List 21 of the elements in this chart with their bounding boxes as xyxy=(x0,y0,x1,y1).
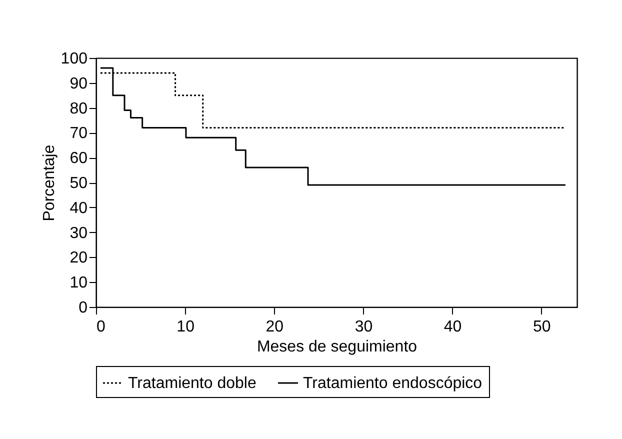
x-tick-label: 0 xyxy=(96,318,106,336)
legend-label: Tratamiento doble xyxy=(128,375,256,392)
y-tick-label: 100 xyxy=(60,50,88,68)
y-tick-label: 70 xyxy=(70,125,88,142)
y-tick-label: 10 xyxy=(70,274,88,292)
y-tick-label: 40 xyxy=(70,200,88,217)
y-tick-label: 30 xyxy=(70,224,88,242)
y-tick-label: 60 xyxy=(70,150,88,168)
x-tick-label: 30 xyxy=(354,318,373,336)
y-axis-title: Porcentaje xyxy=(40,144,58,222)
legend-label: Tratamiento endoscópico xyxy=(303,375,482,392)
y-tick-label: 0 xyxy=(78,300,88,316)
x-tick-label: 50 xyxy=(532,318,551,336)
x-tick-label: 10 xyxy=(176,318,195,336)
y-tick-label: 80 xyxy=(70,100,88,118)
y-tick-label: 50 xyxy=(70,175,88,192)
y-tick-label: 20 xyxy=(70,250,88,267)
x-tick-label: 20 xyxy=(266,318,284,336)
x-tick-label: 40 xyxy=(444,318,462,336)
x-axis-title: Meses de seguimiento xyxy=(256,338,418,356)
y-tick-label: 90 xyxy=(70,75,88,92)
